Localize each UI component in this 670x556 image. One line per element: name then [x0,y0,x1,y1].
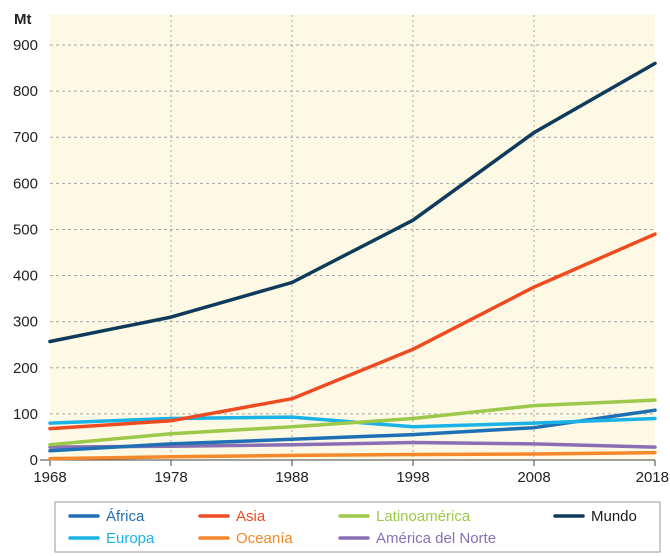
legend-label-africa: África [106,508,145,525]
x-tick-label: 2018 [636,469,669,486]
x-tick-label: 2008 [517,469,550,486]
legend-label-america-del-norte: América del Norte [376,530,496,547]
grid-lines [50,15,655,460]
series-line-africa [48,408,657,453]
y-axis-label: Mt [14,11,32,28]
y-tick-label: 900 [13,37,38,54]
legend-box [54,501,661,553]
y-tick-label: 400 [13,268,38,285]
legend-label-oceania: Oceanía [236,530,293,547]
legend-label-latinoamerica: Latinoamérica [376,508,471,525]
x-tick-label: 1978 [154,469,187,486]
y-tick-label: 0 [30,452,38,469]
x-tick-label: 1988 [275,469,308,486]
y-tick-label: 200 [13,360,38,377]
x-tick-label: 1968 [33,469,66,486]
series-lines [48,61,657,461]
y-tick-label: 500 [13,221,38,238]
y-tick-label: 300 [13,314,38,331]
x-axis-ticks: 1968 1978 1988 1998 2008 2018 [33,460,669,486]
x-tick-label: 1998 [396,469,429,486]
y-tick-label: 600 [13,175,38,192]
y-tick-label: 100 [13,406,38,423]
y-tick-label: 700 [13,129,38,146]
series-line-latinoamerica [48,398,657,447]
series-line-oceania [48,450,657,461]
series-line-mundo [48,61,657,344]
legend: África Asia Latinoamérica Mundo Europa Oceaní… [68,508,637,547]
y-axis-ticks: 0 100 200 300 400 500 600 700 800 900 [13,37,38,469]
legend-label-asia: Asia [236,508,266,525]
series-line-asia [48,232,657,431]
legend-label-europa: Europa [106,530,155,547]
y-tick-label: 800 [13,83,38,100]
legend-label-mundo: Mundo [591,508,637,525]
plot-background [50,15,655,460]
